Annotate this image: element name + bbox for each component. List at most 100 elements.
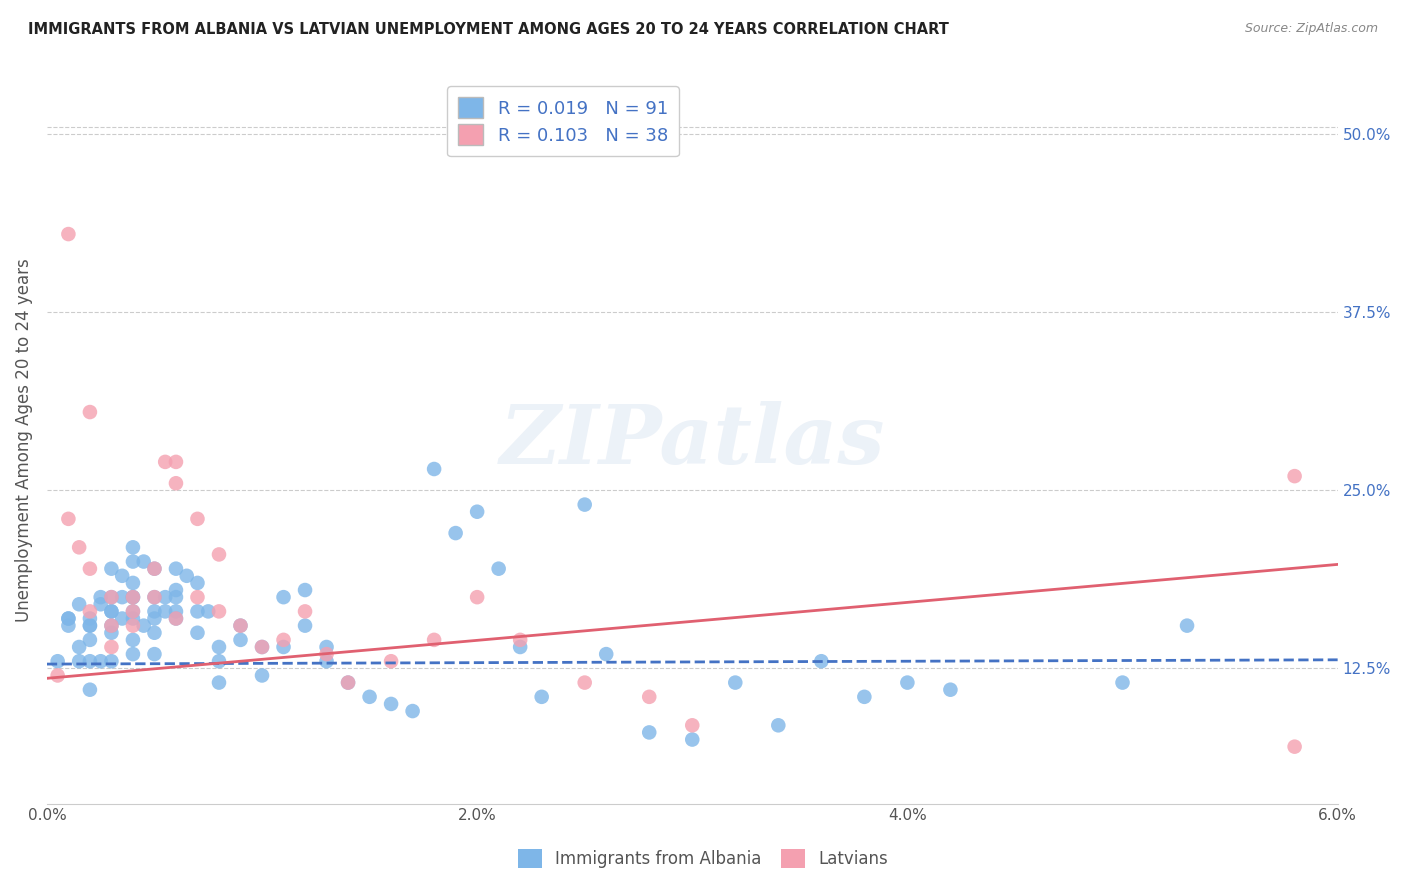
Point [939,682,962,697]
Point [229,632,252,647]
Point [100,604,122,618]
Point [100,654,122,668]
Point [1284,739,1306,754]
Point [46,654,69,668]
Point [186,590,208,604]
Point [186,575,208,590]
Point [79,654,101,668]
Point [122,590,145,604]
Point [100,618,122,632]
Point [638,690,661,704]
Point [176,569,198,583]
Point [810,654,832,668]
Point [165,611,187,625]
Y-axis label: Unemployment Among Ages 20 to 24 years: Unemployment Among Ages 20 to 24 years [15,259,32,623]
Point [132,618,155,632]
Point [423,462,446,476]
Point [79,632,101,647]
Point [380,654,402,668]
Point [143,562,166,576]
Point [208,548,231,562]
Point [165,604,187,618]
Point [896,675,918,690]
Point [165,611,187,625]
Text: Source: ZipAtlas.com: Source: ZipAtlas.com [1244,22,1378,36]
Point [273,590,295,604]
Point [143,604,166,618]
Point [294,604,316,618]
Point [273,640,295,654]
Point [100,640,122,654]
Point [67,597,90,611]
Point [100,590,122,604]
Point [90,590,112,604]
Point [315,654,337,668]
Point [132,555,155,569]
Point [100,562,122,576]
Point [79,618,101,632]
Legend: Immigrants from Albania, Latvians: Immigrants from Albania, Latvians [512,842,894,875]
Point [509,640,531,654]
Point [58,618,80,632]
Point [681,732,703,747]
Point [111,611,134,625]
Point [122,555,145,569]
Point [250,668,273,682]
Point [294,582,316,597]
Text: ZIPatlas: ZIPatlas [499,401,884,481]
Point [58,227,80,241]
Point [67,640,90,654]
Point [79,618,101,632]
Point [724,675,747,690]
Point [90,597,112,611]
Point [574,675,596,690]
Point [155,455,177,469]
Point [401,704,423,718]
Point [465,505,488,519]
Point [337,675,360,690]
Point [165,476,187,491]
Point [229,618,252,632]
Legend: R = 0.019   N = 91, R = 0.103   N = 38: R = 0.019 N = 91, R = 0.103 N = 38 [447,87,679,156]
Point [186,625,208,640]
Point [1175,618,1198,632]
Point [853,690,876,704]
Point [58,611,80,625]
Point [1284,469,1306,483]
Point [155,604,177,618]
Point [1111,675,1133,690]
Point [122,590,145,604]
Point [509,632,531,647]
Point [337,675,360,690]
Point [208,640,231,654]
Point [380,697,402,711]
Point [250,640,273,654]
Point [229,618,252,632]
Point [273,632,295,647]
Point [58,512,80,526]
Point [165,590,187,604]
Text: IMMIGRANTS FROM ALBANIA VS LATVIAN UNEMPLOYMENT AMONG AGES 20 TO 24 YEARS CORREL: IMMIGRANTS FROM ALBANIA VS LATVIAN UNEMP… [28,22,949,37]
Point [315,647,337,661]
Point [315,640,337,654]
Point [79,682,101,697]
Point [100,604,122,618]
Point [143,611,166,625]
Point [79,405,101,419]
Point [58,611,80,625]
Point [122,632,145,647]
Point [122,604,145,618]
Point [768,718,790,732]
Point [122,647,145,661]
Point [90,654,112,668]
Point [67,541,90,555]
Point [294,618,316,632]
Point [143,590,166,604]
Point [122,575,145,590]
Point [208,654,231,668]
Point [100,625,122,640]
Point [143,590,166,604]
Point [530,690,553,704]
Point [46,668,69,682]
Point [79,604,101,618]
